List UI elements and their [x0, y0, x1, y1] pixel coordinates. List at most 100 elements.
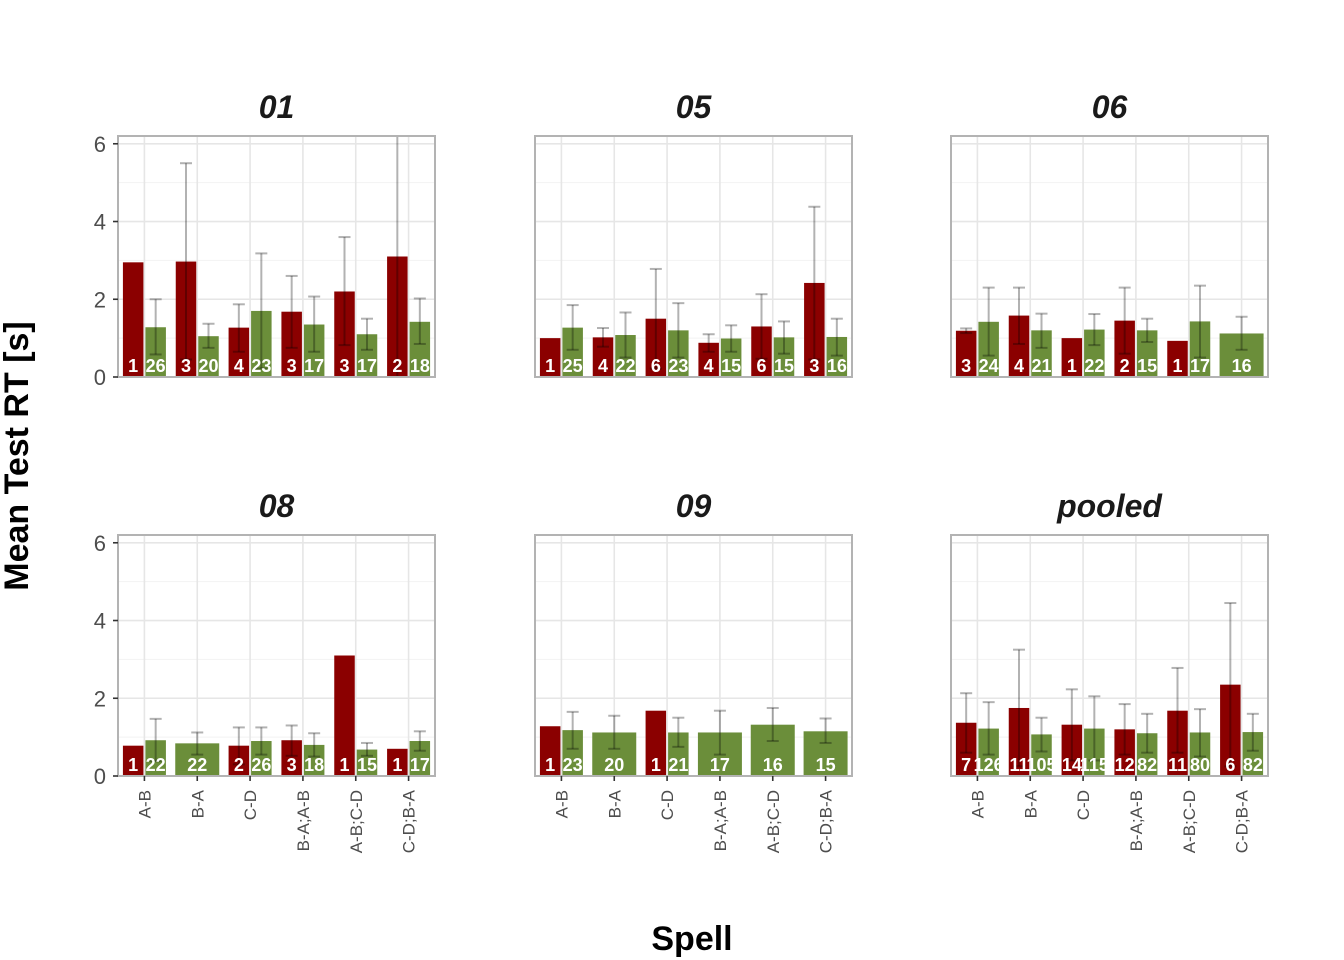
bar-green [356, 334, 378, 377]
y-tick-label: 6 [94, 132, 106, 157]
bar-green [303, 324, 325, 377]
bar-red [334, 291, 355, 377]
count-label: 1 [545, 755, 555, 775]
count-label: 15 [721, 356, 741, 376]
count-label: 115 [1080, 755, 1109, 775]
x-tick-label: C-D [658, 790, 677, 820]
bar-green [175, 743, 220, 776]
error-bar [338, 236, 351, 347]
x-tick-label: A-B [552, 790, 571, 818]
bar-red [1008, 315, 1030, 377]
count-label: 4 [598, 356, 608, 376]
error-bar [413, 297, 426, 345]
error-bar [255, 252, 268, 370]
count-label: 2 [234, 755, 244, 775]
panel-01: 1 26 3 20 4 23 3 17 3 17 2 18 01 0 2 4 6 [94, 89, 436, 390]
error-bar [672, 302, 685, 359]
y-axis-label: Mean Test RT [s] [0, 321, 36, 591]
count-label: 4 [1014, 356, 1024, 376]
error-bar [766, 706, 779, 743]
count-label: 23 [563, 755, 583, 775]
panel-title: 01 [259, 89, 295, 125]
error-bar [180, 162, 192, 361]
bar-green [409, 321, 431, 377]
count-label: 16 [827, 356, 847, 376]
count-label: 22 [1084, 356, 1104, 376]
count-label: 1 [128, 356, 138, 376]
error-bar [1141, 317, 1154, 344]
count-label: 3 [287, 356, 297, 376]
error-bar [1035, 716, 1048, 753]
bar-green [562, 327, 583, 377]
bar-red [1061, 724, 1083, 776]
error-bar [960, 327, 973, 335]
bar-red [645, 318, 667, 377]
bar-green [1084, 728, 1105, 776]
x-tick-label: B-A;A-B [294, 790, 313, 851]
bar-green [409, 741, 431, 776]
error-bar [191, 731, 204, 756]
count-label: 15 [357, 755, 377, 775]
bar-red [1061, 338, 1083, 377]
bar-green [145, 327, 166, 377]
x-tick-label: B-A [1021, 789, 1040, 818]
panel-title: 08 [259, 488, 295, 524]
bar-green [1084, 329, 1105, 377]
x-tick-label: A-B [968, 790, 987, 818]
error-bar [608, 714, 621, 750]
count-label: 6 [1225, 755, 1235, 775]
bar-red [592, 337, 614, 377]
y-tick-label: 0 [94, 764, 106, 789]
panel-05: 1 25 4 22 6 23 4 15 6 15 3 16 05 [534, 89, 853, 378]
error-bar [1118, 703, 1131, 756]
count-label: 20 [198, 356, 218, 376]
bar-green [803, 731, 848, 776]
count-label: 17 [410, 755, 430, 775]
count-label: 24 [979, 356, 999, 376]
count-label: 82 [1243, 755, 1263, 775]
error-bar [361, 317, 373, 351]
bar-green [1136, 330, 1158, 377]
bar-red [1167, 710, 1188, 776]
count-label: 6 [651, 356, 661, 376]
error-bar [819, 717, 832, 744]
error-bar [649, 267, 662, 370]
bar-green [562, 730, 583, 776]
bar-green [826, 336, 848, 377]
bar-green [198, 336, 219, 377]
x-tick-label: C-D [241, 790, 260, 820]
error-bar [713, 709, 726, 756]
bar-red [1167, 340, 1188, 377]
error-bar [149, 717, 162, 763]
error-bar [1171, 666, 1184, 754]
count-label: 6 [756, 356, 766, 376]
count-label: 82 [1137, 755, 1157, 775]
error-bar [597, 327, 609, 348]
panel-border [950, 534, 1269, 777]
y-tick-label: 4 [94, 609, 106, 634]
x-tick-label: C-D;B-A [817, 789, 836, 853]
count-label: 15 [816, 755, 836, 775]
error-bar [778, 320, 790, 355]
x-tick-label: B-A;A-B [1127, 790, 1146, 851]
bar-green [668, 732, 689, 776]
error-bar [982, 701, 995, 756]
count-label: 11 [1168, 755, 1187, 775]
bar-green [978, 321, 999, 377]
bar-red [804, 282, 825, 377]
count-label: 21 [668, 755, 688, 775]
bar-red [645, 710, 667, 776]
error-bar [285, 724, 298, 757]
count-label: 22 [615, 356, 635, 376]
x-tick-label: A-B;C-D [764, 790, 783, 853]
count-label: 22 [187, 755, 207, 775]
error-bar [361, 741, 373, 757]
x-tick-label: C-D;B-A [400, 789, 419, 853]
panel-title: 05 [676, 89, 713, 125]
bar-red [387, 748, 408, 776]
count-label: 3 [961, 356, 971, 376]
count-label: 23 [668, 356, 688, 376]
bar-green [251, 310, 272, 377]
